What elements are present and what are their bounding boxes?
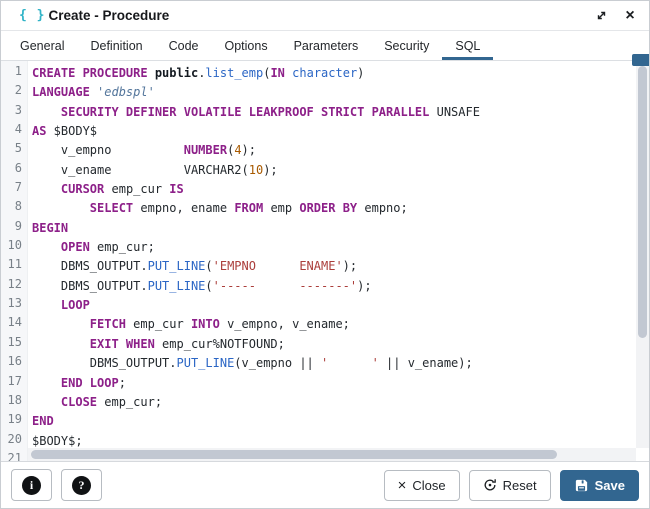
titlebar-controls: × [594,6,637,24]
help-button[interactable]: ? [61,469,102,501]
dialog-footer: i ? × Close Reset Save [1,461,649,508]
code-line: END [32,414,54,429]
code-content[interactable]: CREATE PROCEDURE public.list_emp(IN char… [28,61,649,461]
procedure-braces-icon: { } [19,8,46,23]
line-number: 21 [7,450,22,461]
code-line: AS $BODY$ [32,124,98,139]
vertical-scrollbar-track [636,61,649,448]
tab-options[interactable]: Options [224,38,268,53]
save-button-label: Save [594,477,625,493]
code-line: LOOP [60,298,90,313]
code-line: DBMS_OUTPUT.PUT_LINE('----- -------'); [32,278,372,293]
line-number: 14 [7,315,22,330]
info-icon: i [22,475,41,495]
line-number: 9 [14,218,22,233]
code-line: DBMS_OUTPUT.PUT_LINE('EMPNO ENAME'); [32,259,358,274]
save-floppy-icon [575,479,587,491]
line-number: 1 [14,64,22,78]
help-icon: ? [72,475,91,495]
horizontal-scrollbar-track [28,448,636,461]
code-line: END LOOP; [60,375,126,390]
reset-icon [484,479,496,491]
dialog-title: Create - Procedure [48,8,170,23]
sql-editor[interactable]: 1 2 3 4 5 6 7 8 9 10 11 12 13 14 15 16 17 18 19 20 21 CREATE… [1,61,649,461]
line-number: 12 [7,276,22,291]
code-line: LANGUAGE 'edbspl' [32,85,155,100]
line-number: 6 [14,160,22,175]
code-line: FETCH emp_cur INTO v_empno, v_ename; [89,317,350,332]
save-button[interactable]: Save [559,469,639,501]
expand-dialog-icon[interactable] [594,9,608,23]
line-number: 5 [14,141,22,156]
line-number: 17 [7,373,22,388]
close-x-icon: × [397,476,407,494]
line-number: 15 [7,334,22,349]
reset-button-label: Reset [502,477,537,493]
code-line: DBMS_OUTPUT.PUT_LINE(v_empno || ' ' || v… [32,356,473,371]
line-number: 4 [14,122,22,137]
line-number: 19 [7,412,22,427]
tab-security[interactable]: Security [384,38,430,53]
close-button-label: Close [412,477,446,493]
tab-sql[interactable]: SQL [442,31,494,60]
line-number: 3 [14,102,22,117]
line-number-gutter: 1 2 3 4 5 6 7 8 9 10 11 12 13 14 15 16 17 18 19 20 21 [1,61,28,461]
tab-parameters[interactable]: Parameters [293,38,359,53]
code-line: SECURITY DEFINER VOLATILE LEAKPROOF STRI… [60,104,480,119]
tab-definition[interactable]: Definition [90,38,143,53]
close-dialog-icon[interactable]: × [625,6,635,24]
line-number: 2 [14,83,22,98]
info-button[interactable]: i [11,469,52,501]
line-number: 8 [14,199,22,214]
dialog-titlebar: { } Create - Procedure × [1,1,649,31]
code-line: CLOSE emp_cur; [60,394,163,409]
reset-button[interactable]: Reset [468,469,551,501]
footer-actions: × Close Reset Save [383,469,639,501]
code-line: v_empno NUMBER(4); [32,143,256,158]
code-line: EXIT WHEN emp_cur%NOTFOUND; [89,336,285,351]
code-line: OPEN emp_cur; [60,240,155,255]
line-number: 7 [14,180,22,195]
line-number: 11 [7,257,22,272]
tab-general[interactable]: General [20,38,65,53]
vertical-scrollbar-thumb[interactable] [638,66,647,338]
code-line: CURSOR emp_cur IS [60,182,184,197]
line-number: 16 [7,354,22,369]
expand-arrows-glyph [597,11,605,20]
code-line: BEGIN [32,220,69,235]
tab-bar: General Definition Code Options Parameters Se… [1,31,649,66]
horizontal-scrollbar-thumb[interactable] [31,450,557,459]
line-number: 10 [7,238,22,253]
close-button[interactable]: × Close [383,469,460,501]
tab-code[interactable]: Code [168,38,199,53]
tab-overflow-button[interactable] [632,54,649,66]
line-number: 20 [7,431,22,446]
code-line: SELECT empno, ename FROM emp ORDER BY em… [89,201,408,216]
line-number: 13 [7,296,22,311]
code-line: v_ename VARCHAR2(10); [32,162,278,177]
code-line: CREATE PROCEDURE public.list_emp(IN char… [32,66,365,80]
line-number: 18 [7,392,22,407]
code-line: $BODY$; [32,433,83,448]
